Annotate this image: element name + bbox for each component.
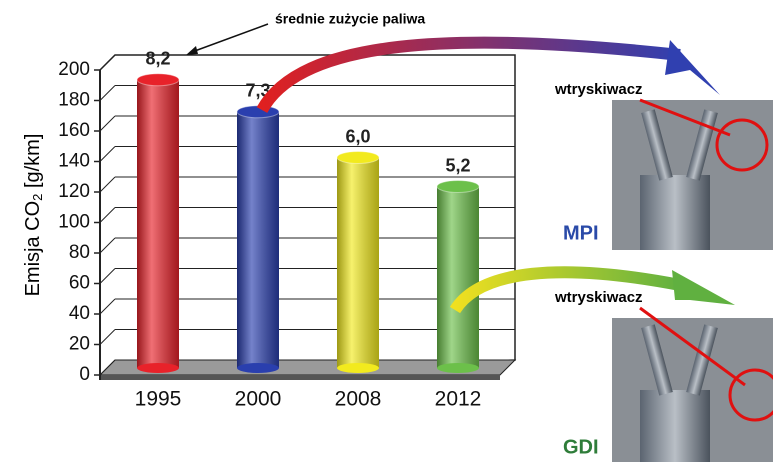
grid-line-side: [99, 85, 116, 101]
bar-top: [436, 180, 480, 194]
fuel-label: 8,2: [145, 49, 170, 69]
annotation-arrowhead: [186, 46, 198, 55]
bar-shade: [437, 186, 479, 368]
y-tick-label: 40: [69, 303, 90, 324]
bar-base: [337, 363, 379, 373]
bar-base: [437, 363, 479, 373]
callout-line: [639, 98, 731, 137]
flow-arrowhead: [665, 40, 720, 95]
bar-shade: [337, 157, 379, 368]
y-tick-label: 20: [69, 334, 90, 355]
y-tick-label: 160: [58, 120, 90, 141]
y-label-unit: [g/km]: [22, 134, 44, 194]
x-tick-label: 2000: [235, 388, 282, 411]
y-tick-label: 0: [79, 364, 90, 385]
y-tick-label: 140: [58, 151, 90, 172]
bar-shade: [137, 79, 179, 369]
y-axis-label: Emisja CO2 [g/km]: [22, 134, 45, 297]
y-tick-label: 80: [69, 242, 90, 263]
bar-shade: [237, 111, 279, 369]
flow-arrow: [256, 36, 681, 114]
y-tick-label: 100: [58, 212, 90, 233]
fuel-label: 6,0: [345, 126, 370, 146]
callout: wtryskiwacz: [554, 289, 643, 306]
callout-line: [639, 306, 746, 387]
piston: [640, 390, 710, 462]
bar-top: [336, 151, 380, 165]
panel-label: GDI: [563, 436, 599, 458]
y-tick-label: 60: [69, 273, 90, 294]
grid-line-side: [99, 176, 116, 193]
panel-label: MPI: [563, 222, 599, 244]
bar-top: [136, 73, 180, 87]
grid-line-side: [99, 207, 116, 223]
grid-line-side: [99, 329, 116, 345]
x-tick-label: 1995: [135, 388, 182, 411]
valve: [641, 109, 673, 181]
bar-base: [237, 363, 279, 373]
grid-line-side: [99, 115, 116, 132]
flow-arrow: [449, 266, 682, 314]
flow-arrowhead: [672, 270, 735, 305]
grid-line-side: [99, 268, 116, 284]
valve: [686, 324, 718, 396]
highlight-circle: [728, 368, 773, 422]
grid-line-side: [99, 237, 116, 254]
y-tick-label: 200: [58, 59, 90, 80]
highlight-circle: [715, 118, 769, 172]
annotation-arrow: [191, 23, 269, 53]
x-tick-label: 2008: [335, 388, 382, 411]
bar-base: [137, 363, 179, 373]
grid-line-side: [99, 54, 116, 71]
grid-line-side: [99, 146, 116, 162]
grid-line-side: [99, 359, 116, 376]
callout: wtryskiwacz: [554, 81, 643, 98]
y-label-sub: 2: [30, 194, 45, 201]
grid-line-side: [99, 298, 116, 315]
valve: [641, 324, 673, 396]
y-label-text: Emisja CO: [22, 201, 44, 297]
annotation: średnie zużycie paliwa: [275, 11, 425, 27]
fuel-label: 7,3: [245, 81, 270, 101]
piston: [640, 175, 710, 250]
y-tick-label: 120: [58, 181, 90, 202]
x-tick-label: 2012: [435, 388, 482, 411]
y-tick-label: 180: [58, 90, 90, 111]
floor-edge: [100, 375, 500, 380]
fuel-label: 5,2: [445, 155, 470, 175]
